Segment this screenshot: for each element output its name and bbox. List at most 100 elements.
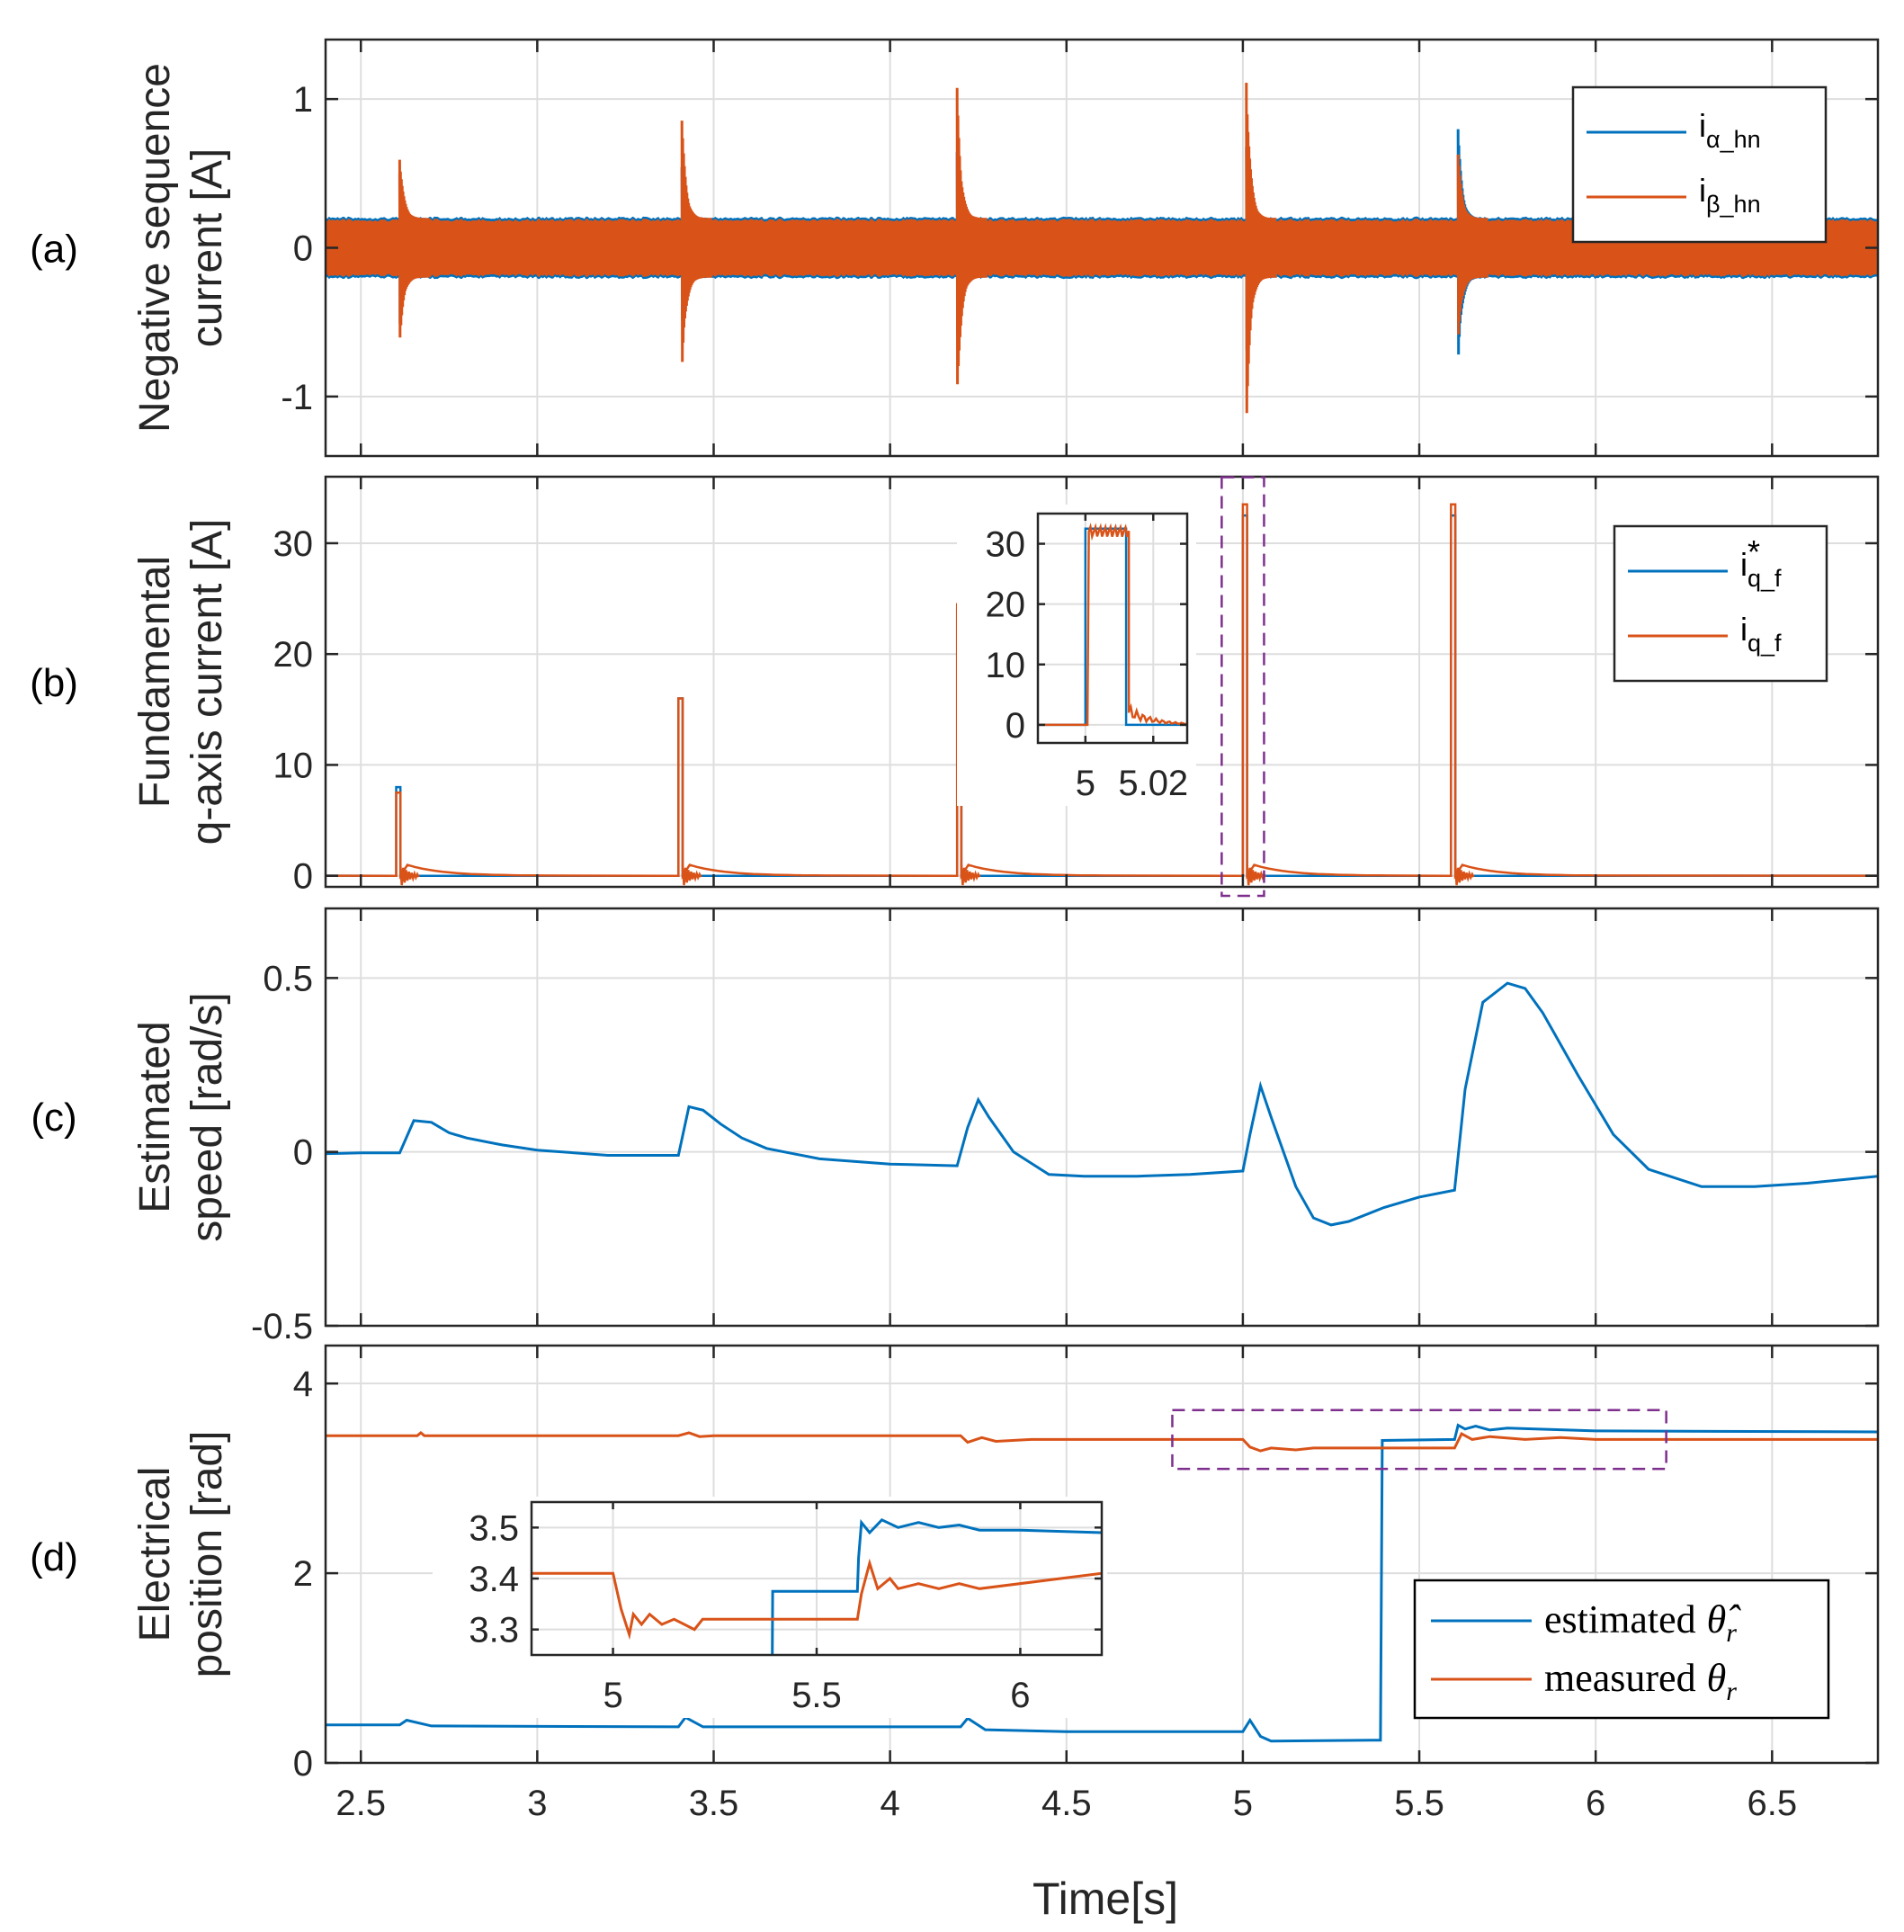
tick-label-y: 0 [1006,706,1025,746]
tick-label-y: 4 [293,1364,313,1404]
tick-label-x: 3 [527,1784,547,1823]
tick-label-x: 5.5 [1394,1784,1444,1823]
transient-burst [1245,82,1277,414]
pulse-ripple [681,864,702,886]
tick-label-x: 4 [880,1784,900,1823]
legend-beta-hn-label: iβ_hn [1699,172,1761,218]
panel-b-highlight-box [1220,476,1265,898]
panel-b-inset-ticks: 5 5.02 0 10 20 30 [986,514,1188,803]
legend-theta-estimated-sub: r [1726,1618,1737,1648]
tick-label-x: 2.5 [335,1784,386,1823]
tick-label-x: 5 [603,1676,622,1715]
panel-d-ticks: 2.5 3 3.5 4 4.5 5 5.5 6 6.5 0 2 4 [293,1346,1878,1823]
pulse-ripple [1453,864,1475,886]
legend-theta-measured-symbol: θ [1707,1656,1727,1700]
legend-beta-hn-sub: β_hn [1706,191,1761,218]
panel-d-highlight-box [1171,1409,1667,1471]
legend-iq-f-ref-sub: q_f [1748,565,1782,592]
panel-b-inset-frame [1036,512,1189,745]
inset-series-iq-f [1038,522,1188,727]
tick-label-x: 5 [1076,764,1095,803]
panel-c-ticks: -0.5 0 0.5 [251,908,1878,1346]
tick-label-y: 0 [293,857,313,897]
panel-d-ylabel-line1: Electrical [131,1467,179,1642]
inset-series-theta-measured [532,1558,1102,1641]
tick-label-y: 2 [293,1554,313,1594]
tick-label-x: 3.5 [689,1784,739,1823]
tick-label-y: 20 [273,635,314,675]
tick-label-x: 6 [1010,1676,1030,1715]
panel-d-inset: 5 5.5 6 3.3 3.4 3.5 [433,1497,1107,1718]
panel-c-plot [326,981,1878,1227]
panel-b-ticks: 0 10 20 30 [273,477,1878,897]
tick-label-y: 3.3 [469,1611,519,1650]
legend-theta-measured-text: measured [1544,1656,1696,1700]
panel-a-ylabel-line2: current [A] [183,148,231,347]
panel-d-legend: estimated θ̂r measured θr [1413,1579,1830,1720]
pulse-ripple [960,864,981,886]
series-beta-hn-baseline [326,219,1878,277]
tick-label-y: -0.5 [251,1307,313,1346]
tick-label-y: 1 [293,80,313,120]
legend-theta-estimated-label: estimated θ̂r [1544,1597,1741,1648]
tick-label-y: 0.5 [263,959,313,998]
inset-series-theta-estimated [771,1517,1102,1655]
panel-b-ylabel-line1: Fundamental [131,556,179,808]
legend-theta-measured-sub: r [1726,1677,1737,1706]
tick-label-y: 0 [293,1744,313,1784]
panel-c-ylabel-line2: speed [rad/s] [183,992,231,1242]
tick-label-y: 10 [273,746,314,785]
legend-iq-f-sub: q_f [1748,630,1782,657]
legend-theta-estimated-text: estimated [1544,1597,1696,1641]
panel-d-inset-plot [532,1517,1102,1655]
panel-label-d: (d) [30,1535,78,1579]
series-theta-estimated [326,1423,1878,1743]
legend-iq-f-ref-label: i* q_f [1740,533,1782,592]
tick-label-y: 0 [293,1133,313,1173]
legend-beta-hn-main: i [1699,172,1706,209]
panel-b-legend-box [1613,524,1828,683]
series-beta-hn-transients [398,82,1489,414]
series-speed-estimated [326,981,1878,1227]
panel-label-c: (c) [31,1096,76,1140]
legend-iq-f-ref-sup: * [1748,533,1760,570]
panel-c: -0.5 0 0.5 (c) Estimated speed [rad/s] [31,907,1880,1346]
tick-label-y: 3.5 [469,1508,519,1548]
x-axis-label: Time[s] [1032,1874,1178,1924]
panel-a-legend-box [1571,85,1828,244]
tick-label-x: 5.5 [791,1676,842,1715]
pulse-ripple [398,864,420,886]
transient-burst [398,159,431,338]
transient-burst [955,87,988,385]
panel-a-legend: iα_hn iβ_hn [1571,85,1828,244]
tick-label-x: 4.5 [1041,1784,1092,1823]
tick-label-y: 3.4 [469,1560,519,1599]
panel-d-frame [324,1344,1880,1765]
panel-d-inset-ticks: 5 5.5 6 3.3 3.4 3.5 [469,1502,1102,1715]
tick-label-x: 5 [1233,1784,1253,1823]
panel-label-a: (a) [30,228,78,272]
tick-label-y: 10 [986,646,1026,685]
panel-label-b: (b) [30,661,78,705]
panel-b-ylabel-line2: q-axis current [A] [183,519,231,845]
panel-b-inset: 5 5.02 0 10 20 30 [957,505,1196,806]
legend-iq-f-main: i [1740,611,1748,648]
tick-label-x: 6.5 [1748,1784,1798,1823]
panel-d-inset-background [433,1497,1107,1718]
pulse-ripple [1246,864,1267,886]
panel-d-ylabel-line2: position [rad] [183,1431,231,1678]
tick-label-y: 20 [986,586,1026,625]
legend-alpha-hn-sub: α_hn [1706,126,1761,153]
panel-b-legend: i* q_f iq_f [1613,524,1828,683]
tick-label-y: -1 [281,378,313,417]
panel-c-ylabel-line1: Estimated [131,1021,179,1212]
transient-burst [680,121,713,362]
transient-burst [1456,154,1489,335]
tick-label-x: 5.02 [1118,764,1188,803]
tick-label-y: 0 [293,229,313,269]
panel-c-frame [324,907,1880,1328]
panel-a-plot [326,82,1878,414]
panel-d-legend-box [1413,1579,1830,1720]
tick-label-y: 30 [273,524,314,564]
panel-a: -1 0 1 (a) Negative sequence current [A] i… [30,38,1880,458]
